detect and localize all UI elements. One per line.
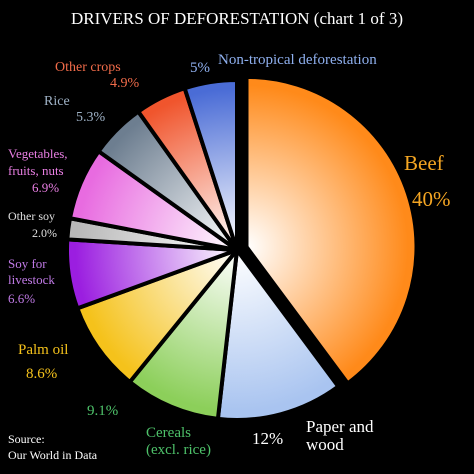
slice-name-label: Other crops xyxy=(55,60,121,75)
slice-value-label: 6.9% xyxy=(32,180,59,195)
source-name: Our World in Data xyxy=(8,448,98,462)
slice-name-label: Rice xyxy=(44,94,70,109)
slice-value-label: 2.0% xyxy=(32,226,57,240)
pie-slices xyxy=(65,74,419,422)
slice-value-label: 4.9% xyxy=(110,76,140,91)
slice-value-label: 12% xyxy=(252,429,283,448)
slice-name-label: Soy for xyxy=(8,256,47,271)
slice-name-label: Vegetables, xyxy=(8,146,68,161)
slice-value-label: 40% xyxy=(412,187,451,211)
slice-name-label: wood xyxy=(306,435,344,454)
source-label: Source: xyxy=(8,432,45,446)
slice-name-label: Cereals xyxy=(146,425,191,441)
slice-name-label: Beef xyxy=(404,151,444,175)
pie-slice-beef xyxy=(244,74,419,386)
slice-name-label: Non-tropical deforestation xyxy=(218,52,377,68)
slice-value-label: 5.3% xyxy=(76,110,106,125)
slice-name-label: livestock xyxy=(8,272,55,287)
slice-name-label: fruits, nuts xyxy=(8,163,64,178)
slice-name-label: Palm oil xyxy=(18,342,68,358)
slice-name-label: Paper and xyxy=(306,417,374,436)
slice-name-label: Other soy xyxy=(8,209,55,223)
slice-name-label: (excl. rice) xyxy=(146,442,211,458)
slice-value-label: 9.1% xyxy=(87,403,118,419)
pie-slice-paper-and-wood xyxy=(215,248,341,422)
slice-value-label: 5% xyxy=(190,60,210,76)
pie-slice-non-tropical-deforestation xyxy=(182,78,239,252)
chart-title: DRIVERS OF DEFORESTATION (chart 1 of 3) xyxy=(71,9,403,28)
slice-value-label: 6.6% xyxy=(8,291,35,306)
slice-value-label: 8.6% xyxy=(26,366,57,382)
